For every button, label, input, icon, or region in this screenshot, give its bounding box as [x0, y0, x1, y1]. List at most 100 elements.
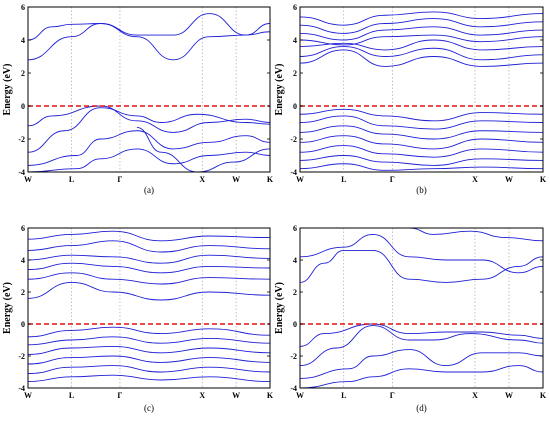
band-line-12	[28, 374, 270, 383]
band-line-14	[300, 163, 543, 171]
y-axis-label: Energy (eV)	[2, 64, 13, 116]
band-line-4	[300, 34, 543, 46]
band-panel-3: -4 -2 0 2 4 6 W L Γ X W K Energy (eV) (c)	[2, 224, 274, 413]
k-point-label: W	[505, 391, 513, 400]
panel-caption: (d)	[416, 403, 427, 413]
band-line-13	[300, 155, 543, 166]
panel-caption: (c)	[144, 403, 154, 413]
band-line-4	[28, 107, 270, 153]
band-line-12	[300, 145, 543, 158]
y-tick-label: 2	[293, 288, 297, 297]
plot-frame	[27, 6, 271, 173]
y-tick-label: -2	[290, 352, 297, 361]
band-line-4	[300, 323, 543, 347]
k-point-label: W	[24, 391, 32, 400]
y-axis-label: Energy (eV)	[274, 64, 285, 116]
band-line-11	[300, 135, 543, 150]
band-line-8	[300, 108, 543, 122]
band-line-6	[28, 230, 270, 242]
plot-frame	[27, 227, 271, 389]
k-point-label: X	[199, 391, 205, 400]
k-point-label: K	[267, 175, 274, 184]
band-line-7	[136, 127, 270, 172]
band-line-5	[28, 130, 270, 166]
band-line-8	[28, 336, 270, 346]
y-tick-label: -4	[18, 168, 25, 177]
k-point-label: L	[341, 391, 346, 400]
band-line-3	[28, 262, 270, 274]
band-line-5	[28, 240, 270, 253]
band-line-5	[300, 325, 543, 367]
panel-caption: (a)	[144, 185, 154, 195]
k-point-label: K	[540, 391, 547, 400]
band-line-10	[300, 125, 543, 140]
y-tick-label: -4	[18, 384, 25, 393]
y-tick-label: 6	[293, 3, 297, 12]
band-line-2	[300, 233, 543, 274]
y-tick-label: -2	[290, 135, 297, 144]
band-panel-1: -4 -2 0 2 4 6 W L Γ X W K Energy (eV) (a)	[2, 3, 274, 195]
k-point-label: W	[24, 175, 32, 184]
y-tick-label: 2	[21, 69, 25, 78]
band-line-4	[28, 254, 270, 264]
band-line-1	[300, 249, 543, 283]
band-line-3	[409, 228, 543, 242]
k-point-label: Γ	[390, 175, 395, 184]
band-line-1	[28, 23, 270, 61]
band-line-3	[28, 105, 270, 133]
y-tick-label: 4	[293, 36, 297, 45]
band-line-2	[300, 46, 543, 61]
band-line-6	[300, 349, 543, 379]
band-panel-4: -4 -2 0 2 4 6 W L Γ X W K Energy (eV) (d)	[274, 224, 547, 413]
y-tick-label: -4	[290, 384, 297, 393]
y-tick-label: 0	[293, 102, 297, 111]
k-point-label: W	[505, 175, 513, 184]
band-line-2	[28, 13, 270, 41]
k-point-label: X	[472, 175, 478, 184]
k-point-label: K	[267, 391, 274, 400]
k-point-label: Γ	[117, 175, 122, 184]
y-tick-label: 0	[293, 320, 297, 329]
band-line-5	[300, 26, 543, 41]
band-line-11	[28, 365, 270, 375]
k-point-label: K	[540, 175, 547, 184]
y-tick-label: -4	[290, 168, 297, 177]
band-line-1	[300, 49, 543, 67]
y-tick-label: 6	[21, 3, 25, 12]
y-tick-label: -2	[18, 135, 25, 144]
k-point-label: L	[69, 391, 74, 400]
k-point-label: W	[232, 391, 240, 400]
y-tick-label: 4	[293, 256, 297, 265]
band-line-6	[28, 148, 270, 172]
y-tick-label: 2	[21, 288, 25, 297]
k-point-label: W	[232, 175, 240, 184]
y-tick-label: 0	[21, 102, 25, 111]
k-point-label: L	[69, 175, 74, 184]
y-tick-label: 2	[293, 69, 297, 78]
k-point-label: L	[341, 175, 346, 184]
k-point-label: Γ	[117, 391, 122, 400]
band-line-3	[300, 39, 543, 51]
band-line-1	[28, 281, 270, 301]
plot-frame	[299, 6, 544, 173]
y-axis-label: Energy (eV)	[274, 282, 285, 334]
panel-caption: (b)	[416, 185, 427, 195]
band-line-6	[300, 18, 543, 34]
y-tick-label: 4	[21, 36, 25, 45]
y-tick-label: -2	[18, 352, 25, 361]
plot-frame	[299, 227, 544, 389]
band-line-9	[28, 345, 270, 355]
band-line-2	[28, 272, 270, 285]
k-point-label: X	[472, 391, 478, 400]
band-line-10	[28, 355, 270, 365]
y-tick-label: 6	[293, 224, 297, 233]
y-axis-label: Energy (eV)	[2, 282, 13, 334]
band-line-7	[28, 326, 270, 338]
k-point-label: W	[296, 391, 304, 400]
band-panel-2: -4 -2 0 2 4 6 W L Γ X W K Energy (eV) (b)	[274, 3, 547, 195]
band-line-9	[300, 115, 543, 130]
y-tick-label: 0	[21, 320, 25, 329]
k-point-label: X	[199, 175, 205, 184]
k-point-label: Γ	[390, 391, 395, 400]
